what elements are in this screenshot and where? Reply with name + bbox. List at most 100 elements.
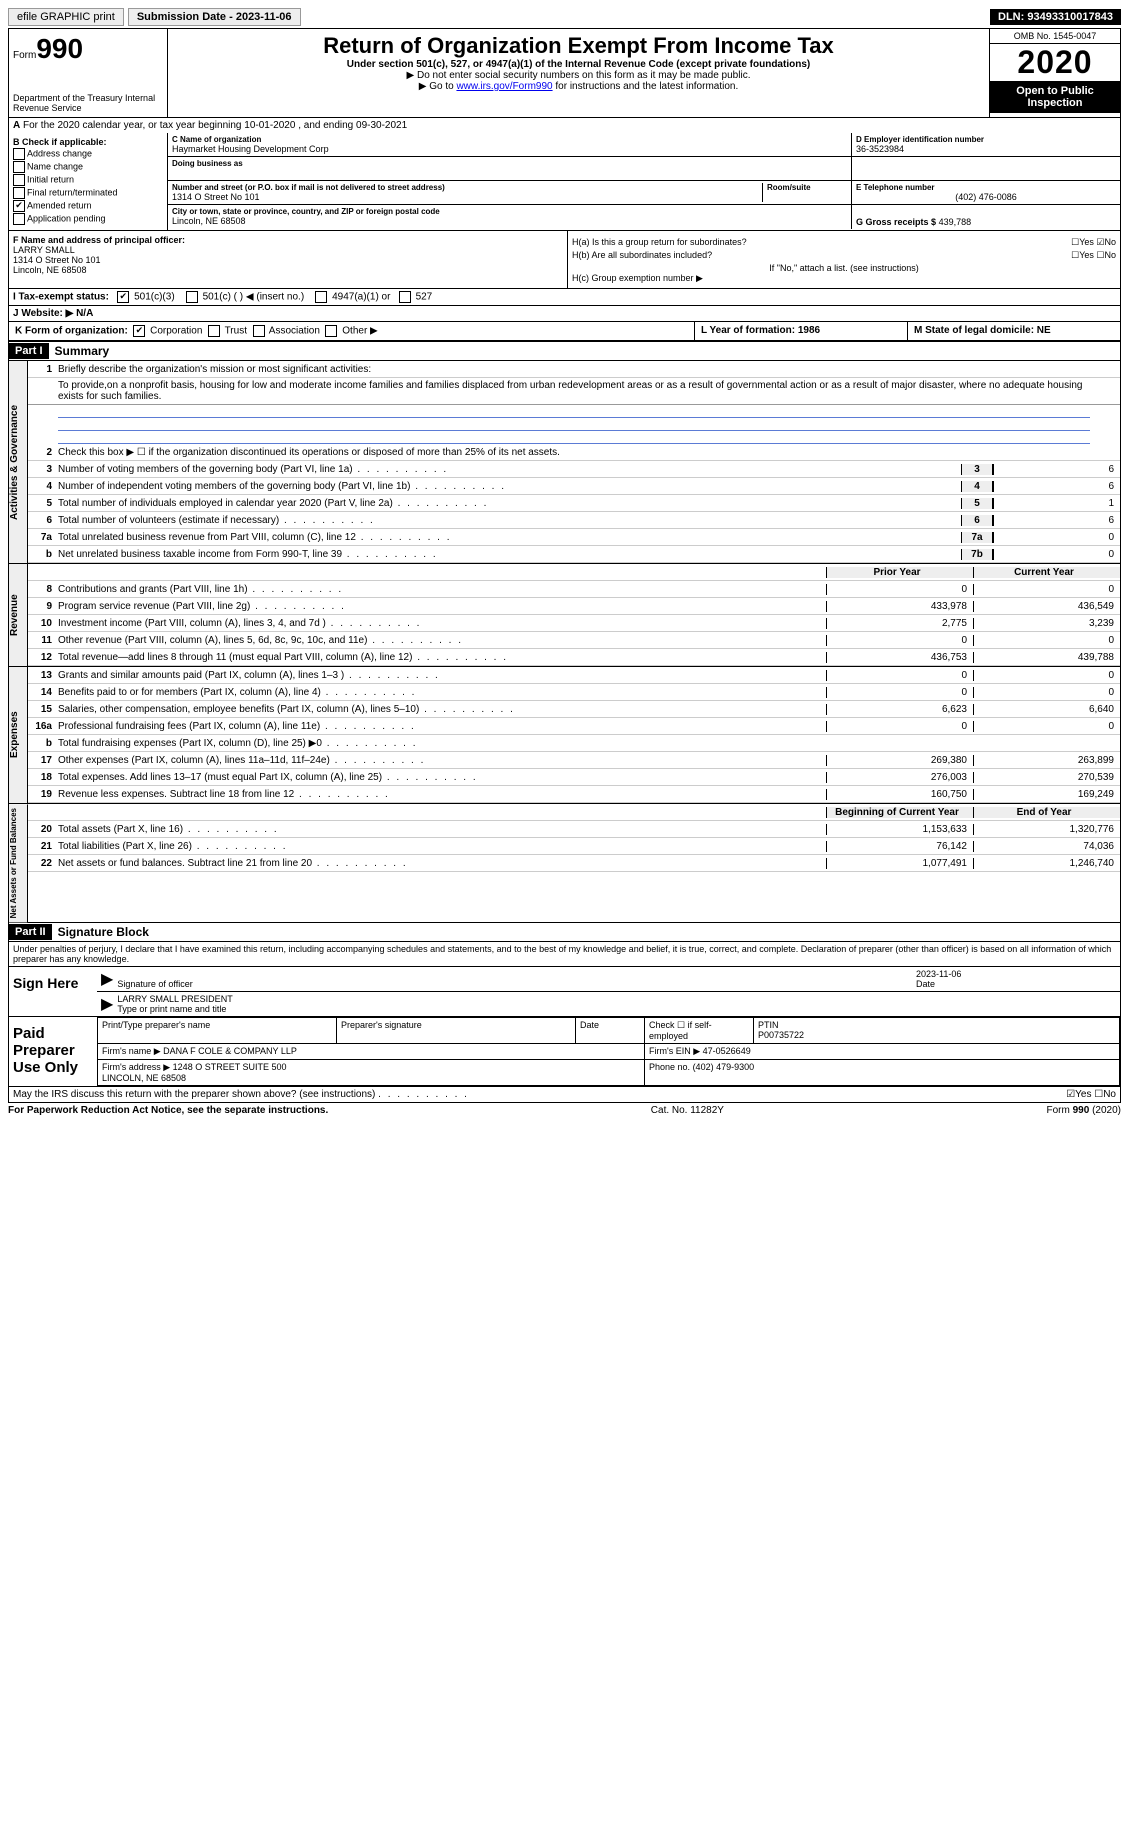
org-name: Haymarket Housing Development Corp — [172, 144, 847, 154]
tax-year: 2020 — [990, 44, 1120, 81]
footer-left: For Paperwork Reduction Act Notice, see … — [8, 1105, 328, 1116]
summary-revenue: Revenue Prior YearCurrent Year 8Contribu… — [8, 564, 1121, 667]
k-label: K Form of organization: — [15, 326, 128, 337]
footer-right: Form 990 (2020) — [1047, 1105, 1121, 1116]
row-a: A For the 2020 calendar year, or tax yea… — [8, 118, 1121, 133]
discuss-ans[interactable]: ☑Yes ☐No — [1066, 1089, 1116, 1100]
firm-ein: 47-0526649 — [703, 1046, 751, 1056]
hb-ans[interactable]: ☐Yes ☐No — [1071, 250, 1116, 261]
ptin: P00735722 — [758, 1030, 804, 1040]
gross: 439,788 — [939, 217, 972, 227]
k-other[interactable]: Other ▶ — [342, 326, 377, 337]
k-corp[interactable]: Corporation — [150, 326, 202, 337]
form-number: 990 — [36, 33, 83, 64]
part1-title: Summary — [49, 342, 116, 360]
k-trust[interactable]: Trust — [225, 326, 247, 337]
room-label: Room/suite — [767, 183, 847, 192]
gross-label: G Gross receipts $ — [856, 217, 936, 227]
row-i: I Tax-exempt status: 501(c)(3) 501(c) ( … — [8, 289, 1121, 306]
form-sub2: ▶ Do not enter social security numbers o… — [172, 70, 985, 81]
prior-hdr: Prior Year — [826, 567, 973, 578]
dln: DLN: 93493310017843 — [990, 9, 1121, 25]
i-527[interactable]: 527 — [416, 292, 433, 303]
mission: To provide,on a nonprofit basis, housing… — [28, 378, 1120, 405]
row-klm: K Form of organization: Corporation Trus… — [8, 322, 1121, 341]
m-text: M State of legal domicile: NE — [914, 325, 1051, 336]
hb: H(b) Are all subordinates included? — [572, 250, 712, 261]
opt-amended[interactable]: Amended return — [27, 200, 92, 210]
line1-label: Briefly describe the organization's miss… — [56, 363, 1120, 376]
opt-address[interactable]: Address change — [27, 148, 92, 158]
omb: OMB No. 1545-0047 — [990, 29, 1120, 44]
form-header: Form990 Department of the Treasury Inter… — [8, 28, 1121, 118]
section-fgh: F Name and address of principal officer:… — [8, 231, 1121, 289]
preparer-table: Print/Type preparer's name Preparer's si… — [97, 1017, 1120, 1086]
firm-name-label: Firm's name ▶ — [102, 1046, 161, 1056]
footer: For Paperwork Reduction Act Notice, see … — [8, 1103, 1121, 1118]
prep-date-label: Date — [576, 1018, 645, 1044]
part1-hdr: Part I — [9, 343, 49, 359]
hb-note: If "No," attach a list. (see instruction… — [572, 263, 1116, 273]
officer-addr2: Lincoln, NE 68508 — [13, 265, 87, 275]
opt-final[interactable]: Final return/terminated — [27, 187, 118, 197]
top-bar: efile GRAPHIC print Submission Date - 20… — [8, 8, 1121, 26]
section-b-title: B Check if applicable: — [13, 137, 107, 147]
ein: 36-3523984 — [856, 144, 1116, 154]
ha-ans[interactable]: ☐Yes ☑No — [1071, 237, 1116, 248]
j-text: J Website: ▶ N/A — [13, 308, 93, 319]
officer-name: LARRY SMALL — [13, 245, 75, 255]
goto-pre: ▶ Go to — [419, 81, 457, 92]
jurat: Under penalties of perjury, I declare th… — [9, 942, 1120, 966]
goto-post: for instructions and the latest informat… — [553, 81, 739, 92]
signature-block: Under penalties of perjury, I declare th… — [8, 942, 1121, 1103]
l-text: L Year of formation: 1986 — [701, 325, 820, 336]
d-label: D Employer identification number — [856, 135, 1116, 144]
summary-netassets: Net Assets or Fund Balances Beginning of… — [8, 804, 1121, 923]
part2-hdr: Part II — [9, 924, 52, 940]
i-4947[interactable]: 4947(a)(1) or — [332, 292, 390, 303]
rotate-rev: Revenue — [9, 564, 28, 666]
officer-printed: LARRY SMALL PRESIDENT — [117, 994, 232, 1004]
summary-governance: Activities & Governance 1Briefly describ… — [8, 361, 1121, 564]
phone-label: E Telephone number — [856, 183, 1116, 192]
sign-here: Sign Here — [9, 967, 97, 1016]
self-emp[interactable]: Check ☐ if self-employed — [645, 1018, 754, 1044]
form-prefix: Form — [13, 50, 36, 61]
i-501c[interactable]: 501(c) ( ) ◀ (insert no.) — [203, 292, 305, 303]
rotate-exp: Expenses — [9, 667, 28, 803]
k-assoc[interactable]: Association — [269, 326, 320, 337]
form-title: Return of Organization Exempt From Incom… — [172, 33, 985, 59]
public-inspection: Open to Public Inspection — [990, 81, 1120, 113]
efile-btn[interactable]: efile GRAPHIC print — [8, 8, 124, 26]
street: 1314 O Street No 101 — [172, 192, 762, 202]
type-name-label: Type or print name and title — [117, 1004, 226, 1014]
ptin-label: PTIN — [758, 1020, 779, 1030]
rotate-net: Net Assets or Fund Balances — [9, 804, 28, 922]
irs-link[interactable]: www.irs.gov/Form990 — [456, 81, 552, 92]
c-label: C Name of organization — [172, 135, 847, 144]
opt-name[interactable]: Name change — [27, 161, 83, 171]
curr-hdr: Current Year — [973, 567, 1120, 578]
submission-date: Submission Date - 2023-11-06 — [128, 8, 301, 26]
section-b: B Check if applicable: Address change Na… — [9, 133, 168, 230]
row-a-text: For the 2020 calendar year, or tax year … — [23, 120, 407, 131]
opt-initial[interactable]: Initial return — [27, 174, 74, 184]
f-label: F Name and address of principal officer: — [13, 235, 185, 245]
hc: H(c) Group exemption number ▶ — [572, 273, 1116, 284]
i-501c3[interactable]: 501(c)(3) — [134, 292, 175, 303]
row-j: J Website: ▶ N/A — [8, 306, 1121, 322]
sig-date: 2023-11-06 — [916, 969, 961, 979]
firm-name: DANA F COLE & COMPANY LLP — [163, 1046, 297, 1056]
city-label: City or town, state or province, country… — [172, 207, 847, 216]
firm-phone: (402) 479-9300 — [693, 1062, 755, 1072]
dept-label: Department of the Treasury Internal Reve… — [13, 93, 163, 113]
street-label: Number and street (or P.O. box if mail i… — [172, 183, 762, 192]
part2-title: Signature Block — [52, 923, 155, 941]
city: Lincoln, NE 68508 — [172, 216, 847, 226]
summary-expenses: Expenses 13Grants and similar amounts pa… — [8, 667, 1121, 804]
prep-name-label: Print/Type preparer's name — [98, 1018, 337, 1044]
opt-pending[interactable]: Application pending — [27, 213, 106, 223]
firm-addr-label: Firm's address ▶ — [102, 1062, 170, 1072]
sig-officer-label: Signature of officer — [117, 979, 192, 989]
officer-addr1: 1314 O Street No 101 — [13, 255, 101, 265]
